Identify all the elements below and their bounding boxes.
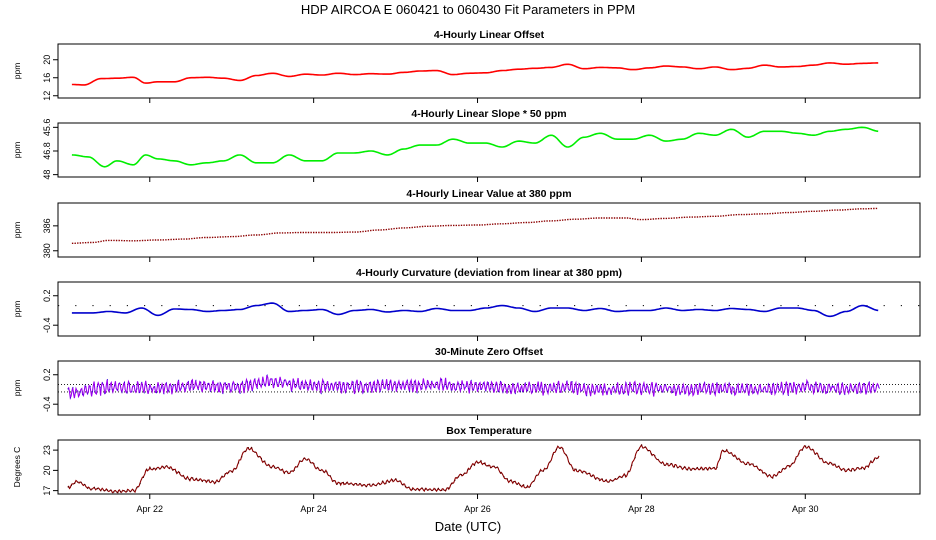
panel-title: 4-Hourly Linear Slope * 50 ppm bbox=[411, 108, 566, 120]
panel-5: 30-Minute Zero Offset ppm -0.4 0.2 bbox=[12, 346, 921, 420]
y-tick-label: 386 bbox=[42, 218, 52, 233]
x-tick-label: Apr 30 bbox=[792, 504, 819, 514]
panel-1: 4-Hourly Linear Offset ppm 12 16 20 bbox=[12, 29, 921, 103]
y-tick-label: 17 bbox=[42, 486, 52, 496]
chart-title: HDP AIRCOA E 060421 to 060430 Fit Parame… bbox=[301, 2, 635, 17]
panel-2: 4-Hourly Linear Slope * 50 ppm ppm 45.6 46.… bbox=[12, 108, 921, 182]
y-tick-label: -0.4 bbox=[42, 396, 52, 412]
y-tick-label: 48 bbox=[42, 170, 52, 180]
x-axis-title: Date (UTC) bbox=[435, 519, 501, 534]
chart-panels: 4-Hourly Linear Offsetppm1216204-Hourly … bbox=[12, 29, 921, 499]
y-tick-label: 23 bbox=[42, 445, 52, 455]
x-tick-label: Apr 22 bbox=[137, 504, 164, 514]
y-axis-label: ppm bbox=[12, 142, 22, 159]
y-axis-label: ppm bbox=[12, 380, 22, 397]
series-line bbox=[71, 62, 879, 86]
panel-6: Box Temperature Degrees C 17 20 23 bbox=[12, 425, 921, 499]
series-markers bbox=[67, 444, 879, 493]
series-group bbox=[71, 62, 879, 86]
panel-title: 30-Minute Zero Offset bbox=[435, 346, 543, 358]
panel-title: 4-Hourly Linear Value at 380 ppm bbox=[406, 188, 571, 200]
y-axis-label: ppm bbox=[12, 222, 22, 239]
series-line bbox=[67, 374, 880, 400]
y-tick-label: 0.2 bbox=[42, 289, 52, 302]
panel-frame bbox=[57, 281, 921, 337]
panel-frame bbox=[57, 360, 921, 416]
series-group bbox=[58, 374, 920, 400]
y-tick-label: -0.4 bbox=[42, 317, 52, 333]
panel-title: 4-Hourly Linear Offset bbox=[434, 29, 545, 41]
x-tick-label: Apr 26 bbox=[464, 504, 491, 514]
x-axis: Apr 22 Apr 24 Apr 26 Apr 28 Apr 30 bbox=[137, 504, 819, 514]
y-tick-label: 20 bbox=[42, 55, 52, 65]
series-line bbox=[71, 207, 879, 244]
y-axis-label: ppm bbox=[12, 63, 22, 80]
series-group bbox=[71, 207, 879, 244]
series-line bbox=[71, 126, 879, 168]
panel-frame bbox=[57, 202, 921, 258]
y-axis-label: ppm bbox=[12, 301, 22, 318]
panel-4: 4-Hourly Curvature (deviation from linea… bbox=[12, 267, 921, 341]
panel-title: Box Temperature bbox=[446, 425, 532, 437]
series-group bbox=[67, 443, 880, 494]
series-group bbox=[58, 302, 920, 318]
y-tick-label: 16 bbox=[42, 73, 52, 83]
series-markers bbox=[67, 374, 880, 399]
series-line bbox=[67, 443, 880, 494]
y-tick-label: 45.6 bbox=[42, 119, 52, 137]
series-line bbox=[71, 302, 879, 318]
x-tick-label: Apr 28 bbox=[628, 504, 655, 514]
y-tick-label: 46.8 bbox=[42, 142, 52, 160]
series-group bbox=[71, 126, 879, 168]
y-tick-label: 380 bbox=[42, 243, 52, 258]
panel-frame bbox=[57, 122, 921, 178]
x-tick-label: Apr 24 bbox=[300, 504, 327, 514]
panel-title: 4-Hourly Curvature (deviation from linea… bbox=[356, 267, 622, 279]
y-tick-label: 12 bbox=[42, 91, 52, 101]
y-axis-label: Degrees C bbox=[12, 447, 22, 488]
panel-frame bbox=[57, 43, 921, 99]
y-tick-label: 0.2 bbox=[42, 368, 52, 381]
panel-3: 4-Hourly Linear Value at 380 ppm ppm 380 38… bbox=[12, 188, 921, 262]
y-tick-label: 20 bbox=[42, 465, 52, 475]
panel-frame bbox=[57, 439, 921, 495]
